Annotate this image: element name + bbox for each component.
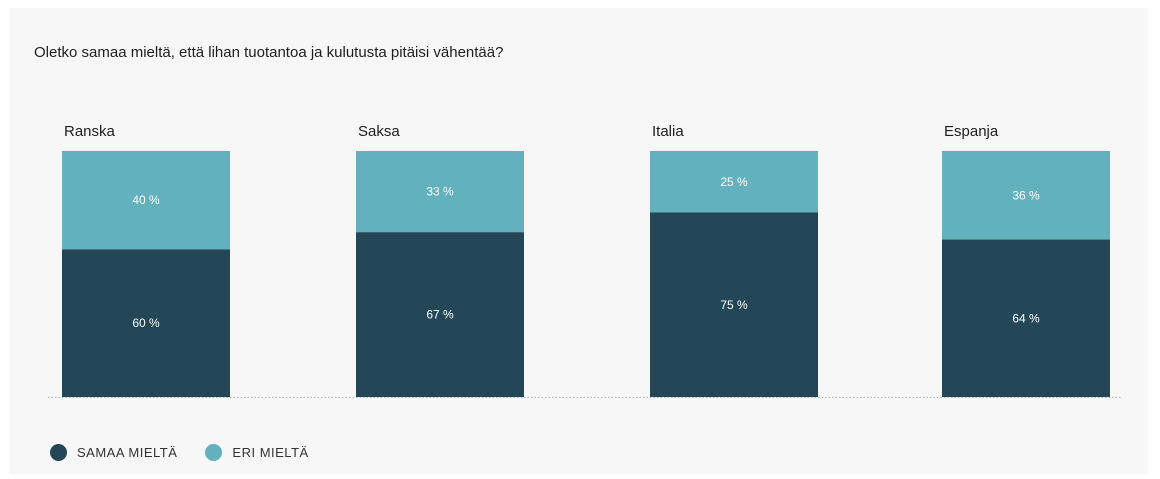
category-label: Saksa: [358, 123, 400, 140]
data-label-disagree: 40 %: [132, 193, 160, 207]
category-label: Ranska: [64, 123, 116, 140]
bar-segment-agree: [942, 239, 1110, 397]
data-label-disagree: 25 %: [720, 175, 748, 189]
legend-swatch-agree: [50, 444, 67, 461]
data-label-disagree: 36 %: [1012, 188, 1040, 202]
bar-segment-agree: [62, 249, 230, 397]
legend-label-disagree: ERI MIELTÄ: [232, 445, 309, 460]
bar-segment-disagree: [356, 151, 524, 233]
data-label-disagree: 33 %: [426, 185, 454, 199]
bar-segment-disagree: [62, 151, 230, 250]
stacked-bar-chart: Ranska 40 % 60 % Saksa 33 % 67 % Italia 25 % 75 …: [48, 123, 1122, 398]
bar-segment-disagree: [942, 151, 1110, 240]
legend: SAMAA MIELTÄ ERI MIELTÄ: [50, 444, 337, 461]
data-label-agree: 75 %: [720, 298, 748, 312]
bar-segment-disagree: [650, 151, 818, 213]
chart-title: Oletko samaa mieltä, että lihan tuotanto…: [34, 44, 504, 61]
category-label: Italia: [652, 123, 684, 140]
legend-label-agree: SAMAA MIELTÄ: [77, 445, 178, 460]
legend-item-agree: SAMAA MIELTÄ: [50, 444, 177, 461]
category-label: Espanja: [944, 123, 999, 140]
legend-item-disagree: ERI MIELTÄ: [205, 444, 308, 461]
legend-swatch-disagree: [205, 444, 223, 461]
data-label-agree: 64 %: [1012, 311, 1040, 325]
bar-segment-agree: [650, 212, 818, 397]
data-label-agree: 60 %: [132, 316, 160, 330]
chart-panel: Oletko samaa mieltä, että lihan tuotanto…: [10, 8, 1148, 474]
data-label-agree: 67 %: [426, 308, 454, 322]
bar-segment-agree: [356, 232, 524, 397]
